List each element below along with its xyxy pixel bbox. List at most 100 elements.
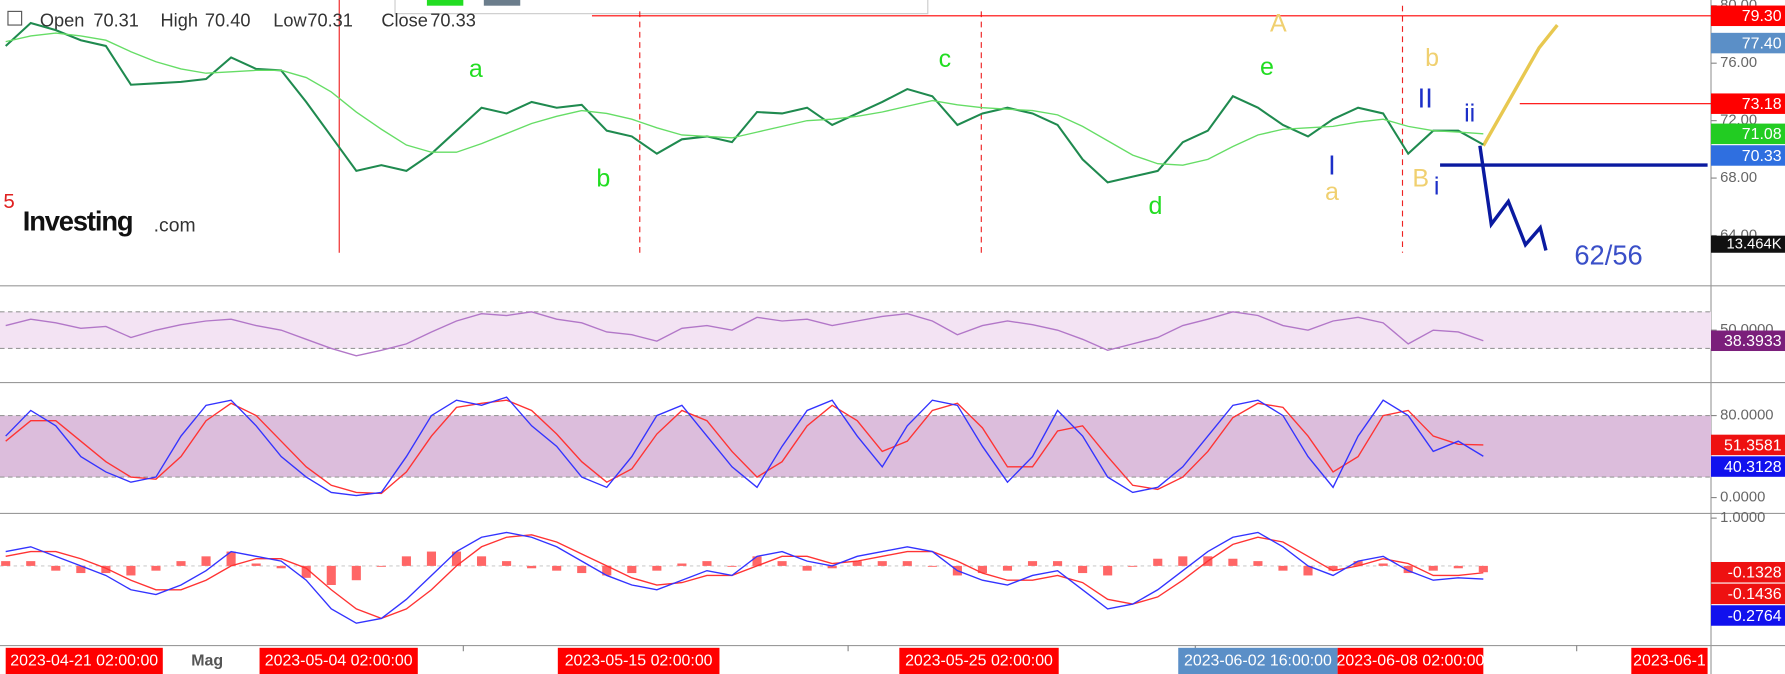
header-value: 70.33 <box>430 10 476 30</box>
histogram-bar <box>852 561 862 566</box>
histogram-bar <box>527 565 537 569</box>
histogram-bar <box>1 561 11 566</box>
value-label-box <box>1711 145 1785 166</box>
header-value: 70.31 <box>307 10 353 30</box>
histogram-bar <box>1002 565 1013 571</box>
histogram-bar <box>401 556 411 566</box>
series-line <box>5 534 1484 620</box>
header-label: Close <box>381 10 428 30</box>
projection-line <box>1481 23 1559 147</box>
header-value: 70.40 <box>205 10 251 30</box>
price-level-box <box>1711 5 1785 27</box>
histogram-bar <box>26 561 36 566</box>
value-label: -0.1328 <box>1728 565 1782 582</box>
histogram-bar <box>1053 561 1063 566</box>
time-label: 2023-04-21 02:00:00 <box>10 653 158 670</box>
histogram-bar <box>276 565 286 569</box>
histogram-bar <box>1403 565 1413 574</box>
histogram-bar <box>577 565 587 574</box>
histogram-bar <box>326 565 336 585</box>
price-level-label: 73.18 <box>1742 96 1782 113</box>
wave-label: ii <box>1464 100 1475 128</box>
value-label: 40.3128 <box>1724 459 1782 476</box>
histogram-bar <box>877 561 887 566</box>
value-label: 70.33 <box>1742 148 1782 165</box>
histogram-bar <box>502 561 512 566</box>
price-level-label: 77.40 <box>1742 35 1782 52</box>
histogram-bar <box>927 565 937 567</box>
histogram-bar <box>1278 565 1288 571</box>
histogram-bar <box>1153 558 1163 566</box>
histogram-bar <box>777 561 787 566</box>
histogram-bar <box>126 565 136 576</box>
histogram-bar <box>1178 556 1188 566</box>
histogram-bar <box>1478 565 1488 573</box>
time-label-box <box>1178 647 1338 674</box>
value-label-box <box>1711 456 1785 477</box>
y-tick-label: 80.0000 <box>1720 407 1773 423</box>
indicator-band <box>0 415 1712 478</box>
histogram-bar <box>727 565 737 567</box>
time-label-box <box>1337 647 1484 674</box>
value-label: 51.3581 <box>1724 437 1782 454</box>
series-line <box>5 531 1484 624</box>
wave-label: A <box>1270 10 1287 38</box>
histogram-bar <box>1228 558 1238 566</box>
histogram-bar <box>677 563 687 566</box>
time-label: 2023-06-08 02:00:00 <box>1337 653 1485 670</box>
toolbar[interactable] <box>394 0 929 15</box>
histogram-bar <box>752 556 762 566</box>
histogram-bar <box>376 565 386 567</box>
indicator-band <box>0 311 1712 349</box>
histogram-bar <box>251 563 261 566</box>
wave-label: d <box>1149 192 1163 220</box>
histogram-bar <box>1253 561 1263 566</box>
volume-label-box <box>1711 235 1785 253</box>
value-label-box <box>1711 605 1785 626</box>
histogram-bar <box>602 565 612 576</box>
projection-line <box>1478 145 1548 251</box>
histogram-bar <box>51 565 61 571</box>
time-label-box <box>5 647 163 674</box>
y-tick-label: 76.00 <box>1720 55 1757 71</box>
price-level-box <box>1711 32 1785 54</box>
wave-label: II <box>1418 82 1433 113</box>
histogram-bar <box>552 565 562 571</box>
value-label-box <box>1711 330 1785 352</box>
histogram-bar <box>1078 565 1088 574</box>
logo-suffix: .com <box>154 215 196 237</box>
wave-label: e <box>1260 53 1274 81</box>
time-label-box <box>557 647 720 674</box>
price-level-box <box>1711 93 1785 114</box>
histogram-bar <box>476 556 487 566</box>
histogram-bar <box>1303 565 1313 576</box>
wave-label: 5 <box>3 190 14 213</box>
price-level-label: 79.30 <box>1742 8 1782 25</box>
header-icon[interactable] <box>7 10 23 26</box>
histogram-bar <box>1378 563 1388 566</box>
series-line <box>4 21 1484 184</box>
time-label: Mag <box>191 653 223 670</box>
wave-label: B <box>1412 164 1429 192</box>
value-label: 71.08 <box>1742 126 1782 143</box>
value-label-box <box>1711 123 1785 145</box>
series-line <box>5 311 1484 357</box>
time-label: 2023-06-02 16:00:00 <box>1184 653 1332 670</box>
histogram-bar <box>201 556 211 566</box>
histogram-bar <box>301 565 311 578</box>
value-label: -0.2764 <box>1728 608 1782 625</box>
time-label: 2023-05-25 02:00:00 <box>905 653 1053 670</box>
y-tick-label: 0.0000 <box>1720 489 1765 505</box>
time-label-box <box>899 647 1059 674</box>
toolbar-button[interactable] <box>426 0 464 6</box>
wave-label: b <box>1425 44 1439 72</box>
value-label-box <box>1711 434 1785 456</box>
histogram-bar <box>1027 561 1038 566</box>
toolbar-button[interactable] <box>483 0 521 6</box>
wave-label: a <box>469 55 483 83</box>
histogram-bar <box>176 561 186 566</box>
header-value: 70.31 <box>93 10 139 30</box>
series-line <box>5 399 1484 495</box>
histogram-bar <box>151 565 161 571</box>
